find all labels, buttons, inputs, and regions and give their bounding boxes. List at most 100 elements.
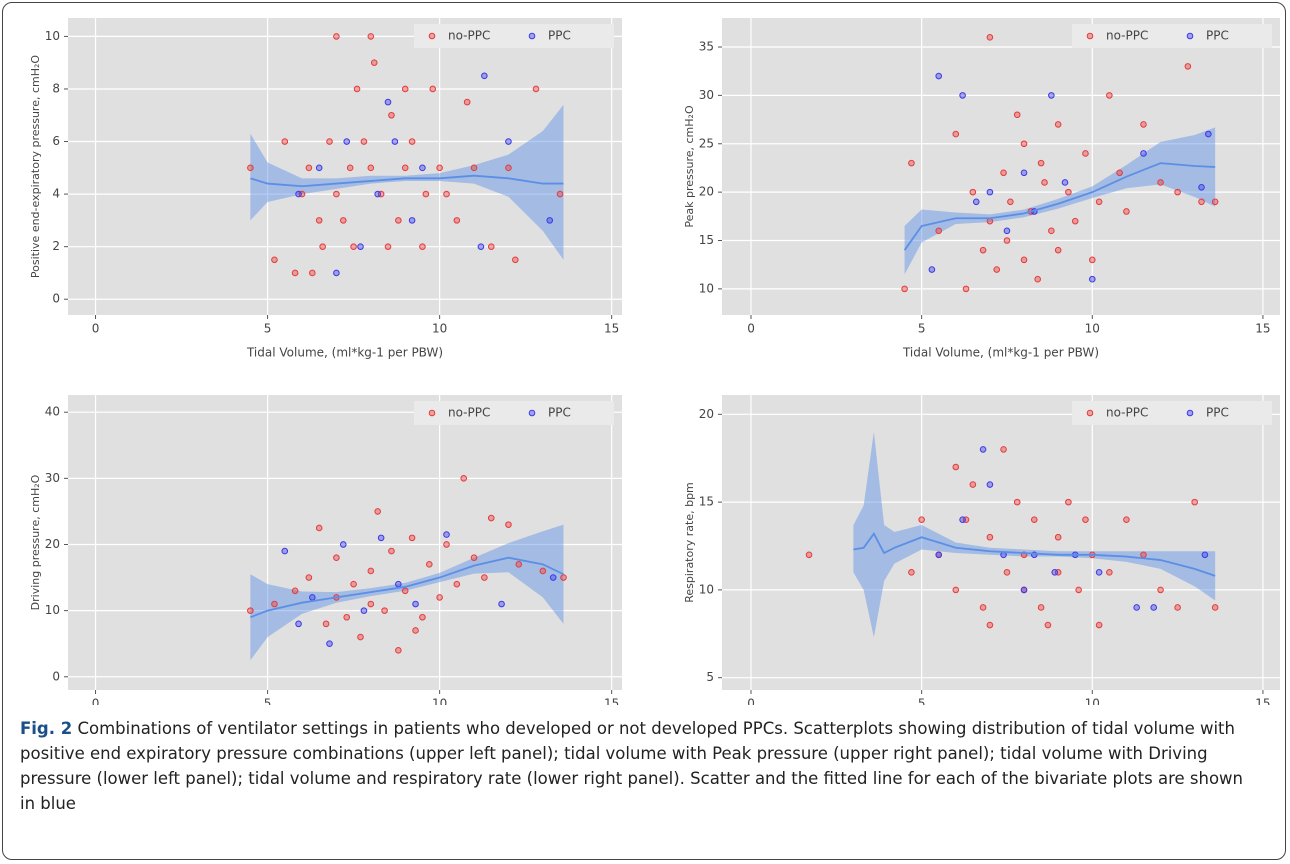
- data-point: [350, 243, 357, 250]
- data-point: [477, 243, 485, 250]
- data-point: [1048, 92, 1055, 99]
- y-tick-label: 10: [45, 603, 60, 617]
- data-point: [481, 72, 488, 80]
- fit-line: [250, 174, 564, 188]
- x-tick-label: 10: [1085, 697, 1100, 706]
- data-point: [470, 164, 478, 172]
- data-point: [1205, 130, 1212, 138]
- data-point: [1041, 179, 1048, 186]
- data-point: [391, 138, 399, 145]
- data-point: [1034, 275, 1041, 283]
- data-point: [247, 164, 254, 172]
- data-point: [453, 217, 461, 224]
- data-point: [443, 190, 450, 198]
- data-point: [305, 574, 313, 581]
- data-point: [908, 569, 915, 576]
- data-point: [360, 138, 368, 145]
- confidence-band: [250, 104, 564, 260]
- data-point: [505, 521, 512, 528]
- caption-text: Combinations of ventilator settings in p…: [20, 719, 1243, 813]
- data-point: [1051, 569, 1059, 576]
- legend-label: no-PPC: [1106, 406, 1148, 420]
- data-point: [374, 190, 381, 198]
- data-point: [986, 533, 994, 541]
- data-point: [395, 580, 402, 588]
- data-point: [357, 243, 364, 250]
- data-point: [281, 138, 289, 145]
- data-point: [1061, 179, 1069, 186]
- data-point: [962, 285, 970, 293]
- data-point: [935, 551, 943, 559]
- data-point: [422, 190, 430, 198]
- data-point: [367, 600, 375, 608]
- data-point: [271, 256, 278, 264]
- y-axis-label: Positive end-expiratory pressure, cmH₂O: [29, 55, 42, 279]
- data-point: [419, 243, 426, 250]
- data-point: [1048, 227, 1055, 235]
- x-tick-label: 15: [1255, 322, 1270, 336]
- data-point: [326, 138, 333, 145]
- data-point: [1133, 604, 1140, 611]
- data-point: [470, 554, 478, 562]
- data-point: [401, 587, 409, 595]
- data-point: [295, 190, 302, 198]
- legend-box: [1072, 401, 1272, 425]
- data-point: [333, 33, 340, 40]
- data-point: [401, 85, 409, 93]
- data-point: [443, 531, 450, 538]
- data-point: [377, 534, 385, 542]
- data-point: [481, 574, 488, 581]
- data-point: [908, 159, 915, 167]
- data-point: [1157, 179, 1164, 186]
- fit-line: [250, 556, 564, 619]
- data-point: [487, 243, 495, 250]
- data-point: [935, 227, 943, 235]
- y-axis-label: Peak pressure, cmH₂O: [683, 105, 696, 228]
- data-point: [972, 198, 980, 206]
- caption-label: Fig. 2: [20, 719, 73, 738]
- data-point: [993, 266, 1001, 273]
- data-point: [1082, 150, 1089, 157]
- data-point: [979, 604, 987, 611]
- data-point: [1000, 169, 1007, 177]
- data-point: [1007, 198, 1014, 206]
- y-tick-label: 15: [699, 495, 714, 509]
- x-tick-label: 10: [1085, 322, 1100, 336]
- data-point: [1000, 446, 1007, 453]
- data-point: [1003, 237, 1011, 244]
- data-point: [986, 34, 994, 41]
- data-point: [1054, 121, 1062, 128]
- y-tick-label: 35: [699, 40, 714, 54]
- data-point: [959, 92, 966, 99]
- data-point: [315, 164, 323, 172]
- legend-box: [414, 401, 614, 425]
- data-point: [952, 463, 960, 471]
- data-point: [443, 541, 450, 548]
- data-point: [360, 607, 368, 614]
- data-point: [1054, 246, 1062, 254]
- data-point: [1123, 208, 1130, 215]
- data-point: [1201, 551, 1209, 559]
- data-point: [339, 217, 347, 224]
- y-tick-label: 0: [52, 669, 60, 683]
- data-point: [549, 574, 557, 581]
- data-point: [1037, 604, 1045, 611]
- data-point: [1150, 604, 1158, 611]
- data-point: [326, 640, 333, 647]
- data-point: [1013, 498, 1021, 506]
- data-point: [367, 567, 375, 575]
- data-point: [412, 627, 419, 634]
- y-tick-label: 25: [699, 136, 714, 150]
- data-point: [291, 587, 299, 595]
- legend-box: [414, 24, 614, 48]
- data-point: [322, 620, 330, 628]
- x-tick-label: 15: [604, 322, 619, 336]
- data-point: [339, 541, 347, 548]
- data-point: [1198, 183, 1205, 191]
- data-point: [1054, 533, 1062, 541]
- data-point: [309, 594, 316, 601]
- data-point: [1198, 198, 1205, 206]
- data-point: [1095, 621, 1103, 629]
- data-point: [333, 190, 340, 198]
- data-point: [367, 33, 375, 40]
